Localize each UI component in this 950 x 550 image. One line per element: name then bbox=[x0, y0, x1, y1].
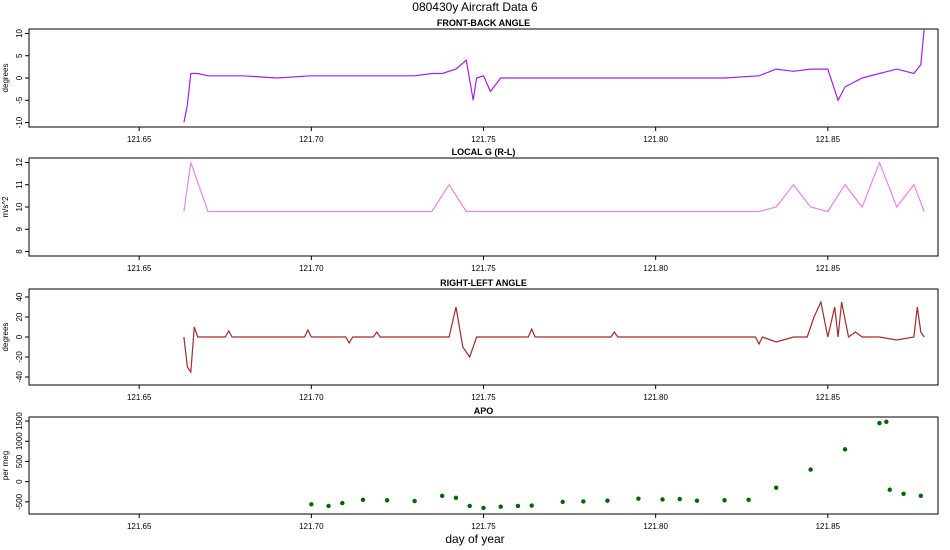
x-tick-label: 121.70 bbox=[299, 264, 324, 273]
series-line bbox=[183, 28, 925, 123]
series-line bbox=[183, 160, 925, 213]
data-point bbox=[326, 503, 331, 509]
x-tick-label: 121.70 bbox=[299, 393, 324, 402]
y-axis-label: m/s^2 bbox=[1, 196, 10, 218]
panel-3: RIGHT-LEFT ANGLE degrees 121.65 121.70 121.7… bbox=[1, 278, 939, 402]
y-tick-label: 5 bbox=[15, 53, 24, 58]
data-point bbox=[901, 491, 906, 496]
y-tick-label: 9 bbox=[15, 226, 24, 231]
x-tick-label: 121.75 bbox=[471, 264, 496, 273]
panels: FRONT-BACK ANGLE degrees 121.65 121.70 121.7… bbox=[1, 18, 939, 531]
data-point bbox=[918, 493, 923, 499]
data-point bbox=[515, 503, 521, 509]
y-tick-label: 11 bbox=[15, 180, 24, 189]
y-tick-label: 40 bbox=[15, 292, 24, 301]
data-point bbox=[694, 498, 700, 503]
data-point bbox=[605, 498, 610, 503]
data-point bbox=[884, 419, 889, 425]
panel-1: FRONT-BACK ANGLE degrees 121.65 121.70 121.7… bbox=[1, 18, 939, 144]
panel-title: RIGHT-LEFT ANGLE bbox=[440, 278, 527, 288]
data-point bbox=[439, 493, 445, 499]
plot-frame bbox=[28, 28, 939, 128]
data-point bbox=[746, 497, 751, 503]
x-tick-label: 121.80 bbox=[643, 264, 668, 273]
figure-title: 080430y Aircraft Data 6 bbox=[412, 0, 538, 14]
plot-frame bbox=[28, 157, 939, 257]
data-point bbox=[412, 498, 417, 504]
data-point bbox=[481, 505, 486, 511]
x-tick-label: 121.65 bbox=[127, 393, 152, 402]
y-tick-label: 0 bbox=[15, 479, 24, 484]
panel-4: APO per meg 121.65 121.70 121.75 121.80 121.85… bbox=[1, 406, 939, 531]
x-axis-label: day of year bbox=[445, 532, 504, 546]
panel-title: APO bbox=[474, 406, 494, 416]
x-tick-label: 121.70 bbox=[299, 135, 324, 144]
x-tick-label: 121.85 bbox=[816, 522, 841, 531]
data-point bbox=[808, 467, 813, 472]
plot-frame bbox=[28, 416, 939, 515]
data-point bbox=[773, 485, 779, 490]
x-tick-label: 121.80 bbox=[643, 522, 668, 531]
data-point bbox=[498, 504, 503, 509]
y-tick-label: 500 bbox=[15, 454, 24, 468]
y-tick-label: -10 bbox=[15, 116, 24, 128]
data-point bbox=[309, 502, 314, 507]
y-tick-label: -5 bbox=[15, 96, 24, 104]
y-tick-label: -40 bbox=[15, 371, 24, 383]
data-point bbox=[887, 487, 892, 492]
data-point bbox=[877, 420, 882, 426]
y-axis-label: degrees bbox=[1, 323, 10, 352]
y-axis-label: per meg bbox=[1, 451, 10, 480]
y-axis-label: degrees bbox=[1, 64, 10, 93]
y-tick-label: 10 bbox=[15, 202, 24, 211]
data-point bbox=[636, 496, 641, 501]
x-tick-label: 121.70 bbox=[299, 522, 324, 531]
y-tick-label: 0 bbox=[15, 75, 24, 80]
x-tick-label: 121.75 bbox=[471, 393, 496, 402]
data-point bbox=[660, 497, 665, 502]
data-point bbox=[529, 503, 534, 508]
y-tick-label: 0 bbox=[15, 334, 24, 339]
x-tick-label: 121.85 bbox=[816, 264, 841, 273]
x-tick-label: 121.75 bbox=[471, 135, 496, 144]
x-tick-label: 121.75 bbox=[471, 522, 496, 531]
y-tick-label: 10 bbox=[15, 28, 24, 37]
y-tick-label: 8 bbox=[15, 249, 24, 254]
x-tick-label: 121.85 bbox=[816, 393, 841, 402]
data-point bbox=[677, 496, 682, 502]
data-point bbox=[467, 503, 472, 509]
y-tick-label: -20 bbox=[15, 351, 24, 363]
y-tick-label: 1000 bbox=[15, 432, 24, 450]
panel-2: LOCAL G (R-L) m/s^2 121.65 121.70 121.75 121.… bbox=[1, 147, 939, 273]
x-tick-label: 121.80 bbox=[643, 393, 668, 402]
y-tick-label: 1500 bbox=[15, 412, 24, 430]
x-tick-label: 121.65 bbox=[127, 135, 152, 144]
panel-title: FRONT-BACK ANGLE bbox=[437, 18, 530, 28]
y-tick-label: -500 bbox=[15, 493, 24, 510]
x-tick-label: 121.65 bbox=[127, 264, 152, 273]
x-tick-label: 121.85 bbox=[816, 135, 841, 144]
panel-title: LOCAL G (R-L) bbox=[452, 147, 516, 157]
x-tick-label: 121.65 bbox=[127, 522, 152, 531]
data-point bbox=[842, 447, 848, 452]
y-tick-label: 20 bbox=[15, 312, 24, 321]
data-point bbox=[340, 500, 345, 506]
data-point bbox=[384, 498, 390, 503]
data-point bbox=[453, 495, 459, 501]
y-tick-label: 12 bbox=[15, 157, 24, 166]
data-point bbox=[360, 497, 366, 503]
x-tick-label: 121.80 bbox=[643, 135, 668, 144]
series-line bbox=[183, 300, 925, 374]
data-point bbox=[560, 499, 565, 505]
data-point bbox=[722, 498, 727, 503]
data-point bbox=[581, 499, 586, 504]
